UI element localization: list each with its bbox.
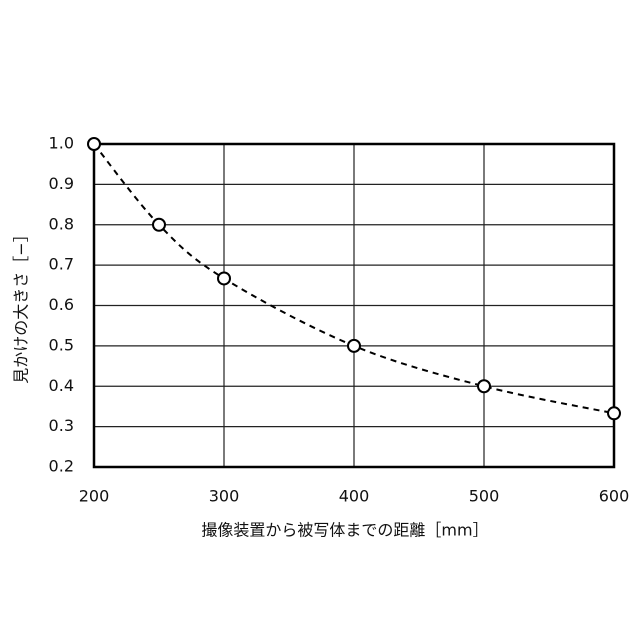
y-tick-label: 0.9 — [49, 174, 74, 193]
data-point — [608, 407, 620, 419]
y-tick-label: 0.6 — [49, 295, 74, 314]
x-axis-label: 撮像装置から被写体までの距離［mm］ — [201, 521, 488, 540]
y-tick-label: 1.0 — [49, 134, 74, 153]
y-axis-label: 見かけの大きさ［−］ — [12, 226, 31, 383]
data-point — [348, 340, 360, 352]
chart: 撮像装置から被写体までの距離［mm］ 見かけの大きさ［−］ 0.2 0.3 0.4 0… — [0, 0, 640, 640]
y-tick-label: 0.7 — [49, 255, 74, 274]
y-tick-label: 0.2 — [49, 457, 74, 476]
x-tick-label: 600 — [599, 487, 630, 506]
data-point — [88, 138, 100, 150]
data-point — [218, 272, 230, 284]
x-tick-label: 500 — [469, 487, 500, 506]
background — [0, 0, 640, 640]
data-point — [153, 219, 165, 231]
y-tick-label: 0.5 — [49, 335, 74, 354]
y-tick-label: 0.4 — [49, 376, 74, 395]
y-tick-label: 0.8 — [49, 214, 74, 233]
data-point — [478, 380, 490, 392]
x-tick-label: 200 — [79, 487, 110, 506]
y-tick-label: 0.3 — [49, 416, 74, 435]
x-tick-label: 300 — [209, 487, 240, 506]
x-tick-label: 400 — [339, 487, 370, 506]
